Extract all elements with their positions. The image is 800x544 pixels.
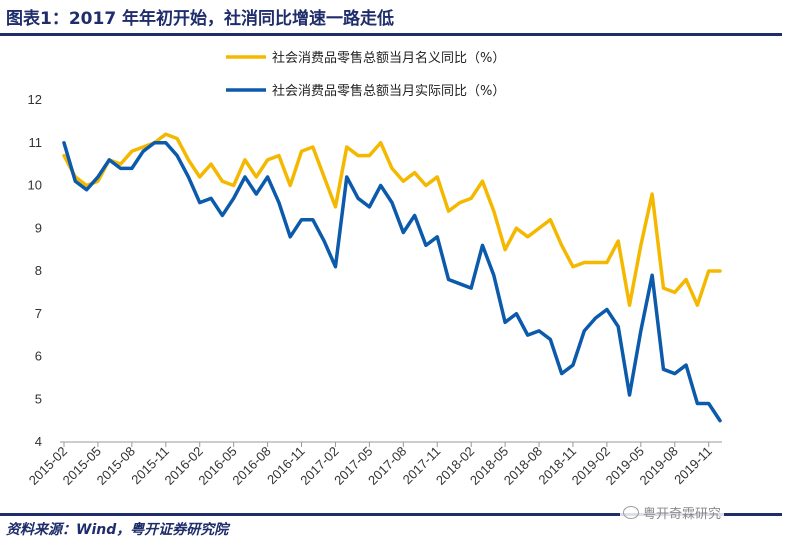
line-chart: 社会消费品零售总额当月名义同比（%） 社会消费品零售总额当月实际同比（%） 4 5… xyxy=(26,50,722,488)
y-tick-label: 11 xyxy=(29,135,43,150)
y-tick-label: 6 xyxy=(35,349,42,364)
watermark-label: 粤开奇霖研究 xyxy=(643,507,722,522)
title-divider xyxy=(0,33,782,36)
footer-divider xyxy=(0,513,782,516)
source-note: 资料来源：Wind，粤开证券研究院 xyxy=(6,522,229,538)
x-axis: 2015-022015-052015-082015-112016-022016-… xyxy=(26,441,722,488)
wechat-icon xyxy=(623,506,639,519)
y-axis: 4 5 6 7 8 9 10 11 12 xyxy=(28,92,42,449)
legend-label-nominal: 社会消费品零售总额当月名义同比（%） xyxy=(272,50,505,66)
y-tick-label: 7 xyxy=(35,306,42,321)
y-tick-label: 4 xyxy=(35,434,42,449)
x-tick-label: 2019-08 xyxy=(637,444,681,488)
y-tick-label: 9 xyxy=(35,220,42,235)
series-line-nominal xyxy=(62,132,722,307)
y-tick-label: 5 xyxy=(35,391,42,406)
plot-area xyxy=(62,132,722,423)
series-line-real xyxy=(62,141,722,423)
y-tick-label: 12 xyxy=(28,92,42,107)
x-tick-label: 2015-08 xyxy=(94,444,138,488)
legend: 社会消费品零售总额当月名义同比（%） 社会消费品零售总额当月实际同比（%） xyxy=(226,50,505,99)
y-tick-label: 10 xyxy=(28,178,42,193)
y-tick-label: 8 xyxy=(35,263,42,278)
x-tick-label: 2016-08 xyxy=(229,444,273,488)
watermark: 粤开奇霖研究 xyxy=(620,503,725,522)
x-tick-label: 2019-11 xyxy=(671,444,715,488)
chart-title: 图表1：2017 年年初开始，社消同比增速一路走低 xyxy=(6,9,395,29)
legend-label-real: 社会消费品零售总额当月实际同比（%） xyxy=(272,83,505,99)
x-tick-label: 2017-08 xyxy=(365,444,409,488)
x-tick-label: 2018-08 xyxy=(501,444,545,488)
